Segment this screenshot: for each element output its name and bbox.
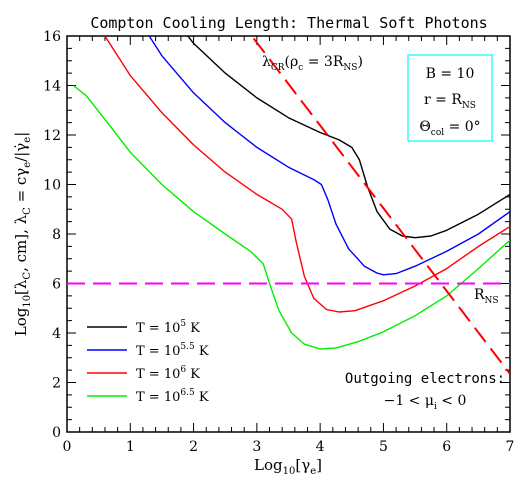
y-tick-label: 4 xyxy=(52,326,61,342)
x-tick-label: 1 xyxy=(126,439,135,455)
r-ns-label: RNS xyxy=(474,287,499,306)
lambda-cr-label: λCR(ρc = 3RNS) xyxy=(262,54,363,73)
x-tick-label: 6 xyxy=(442,439,451,455)
chart-title: Compton Cooling Length: Thermal Soft Pho… xyxy=(90,14,487,32)
series-line-3 xyxy=(104,36,510,313)
info-box-line3: Θcol = 0° xyxy=(419,119,480,138)
y-tick-label: 12 xyxy=(43,128,61,144)
x-tick-label: 7 xyxy=(506,439,515,455)
x-tick-label: 5 xyxy=(379,439,388,455)
x-tick-labels: 0 1 2 3 4 5 6 7 xyxy=(63,439,515,455)
annotation-line2: −1 < μi < 0 xyxy=(384,393,467,412)
y-tick-label: 8 xyxy=(52,227,61,243)
y-tick-label: 14 xyxy=(43,79,61,95)
series-line-2 xyxy=(148,36,510,276)
annotation-line1: Outgoing electrons: xyxy=(345,371,505,387)
series-line-1 xyxy=(187,36,510,239)
series-lines xyxy=(72,36,510,350)
x-tick-label: 2 xyxy=(189,439,198,455)
y-tick-label: 2 xyxy=(52,376,61,392)
y-tick-label: 10 xyxy=(43,178,61,194)
y-tick-label: 0 xyxy=(52,425,61,441)
info-box-line2: r = RNS xyxy=(424,92,476,111)
x-axis-label: Log10[γe] xyxy=(254,456,322,477)
y-axis-label: Log10[λC, cm], λC = cγe/|γ̇e| xyxy=(12,132,33,337)
x-tick-label: 0 xyxy=(63,439,72,455)
legend: T = 105 K T = 105.5 K T = 106 K T = 106.5 K xyxy=(87,319,209,405)
info-box: B = 10 r = RNS Θcol = 0° xyxy=(407,54,493,142)
lambda-cr-line xyxy=(252,37,510,375)
legend-label: T = 106 K xyxy=(136,365,200,382)
info-box-line1: B = 10 xyxy=(426,66,475,82)
annotation: Outgoing electrons: −1 < μi < 0 xyxy=(345,371,505,412)
y-tick-label: 16 xyxy=(43,29,61,45)
axis-ticks xyxy=(66,35,511,433)
y-tick-labels: 0 2 4 6 8 10 12 14 16 xyxy=(43,29,61,441)
legend-label: T = 105 K xyxy=(136,319,200,336)
legend-label: T = 105.5 K xyxy=(136,342,209,359)
y-tick-label: 6 xyxy=(52,277,61,293)
series-line-4 xyxy=(72,84,510,350)
legend-label: T = 106.5 K xyxy=(136,388,209,405)
x-tick-label: 4 xyxy=(316,439,325,455)
x-tick-label: 3 xyxy=(252,439,261,455)
reference-lines xyxy=(67,37,510,375)
